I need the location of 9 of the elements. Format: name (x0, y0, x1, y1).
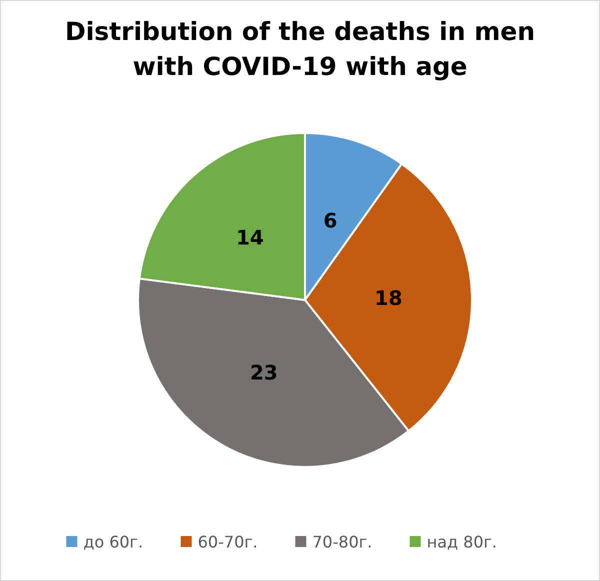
data-label: 23 (250, 360, 278, 385)
legend-label: до 60г. (83, 532, 144, 552)
data-label: 18 (374, 286, 402, 310)
chart-title: Distribution of the deaths in men with COVID-19 with age (64, 17, 536, 81)
legend-label: 60-70г. (198, 532, 258, 552)
data-label: 14 (236, 225, 264, 250)
data-label: 6 (323, 208, 338, 232)
legend-label: над 80г. (426, 532, 498, 552)
legend-label: 70-80г. (312, 532, 372, 552)
